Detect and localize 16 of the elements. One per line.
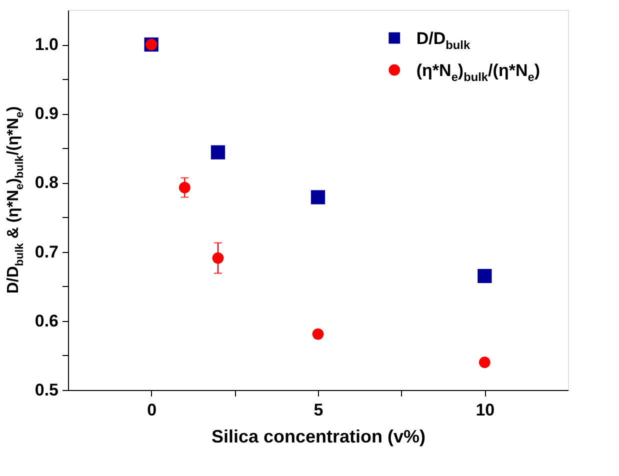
y-tick-label: 0.6	[34, 311, 58, 330]
x-tick-label: 5	[314, 400, 324, 420]
point	[210, 145, 226, 160]
point	[310, 190, 326, 204]
y-tick-label: 0.7	[34, 242, 58, 262]
x-tick-label: 0	[147, 400, 157, 420]
point	[478, 356, 490, 368]
y-tick-label: 0.5	[34, 380, 58, 400]
text: D/Dbulk & (η*Ne)bulk/(η*Ne)	[5, 106, 26, 294]
x-axis-title: Silica concentration (v%)	[211, 426, 426, 446]
y-tick-label: 0.8	[34, 173, 58, 192]
point	[312, 328, 324, 340]
y-tick-label: 0.9	[34, 104, 58, 124]
x-tick-label: 10	[476, 400, 495, 420]
point	[478, 268, 492, 284]
y-tick-label: 1.0	[34, 35, 58, 54]
